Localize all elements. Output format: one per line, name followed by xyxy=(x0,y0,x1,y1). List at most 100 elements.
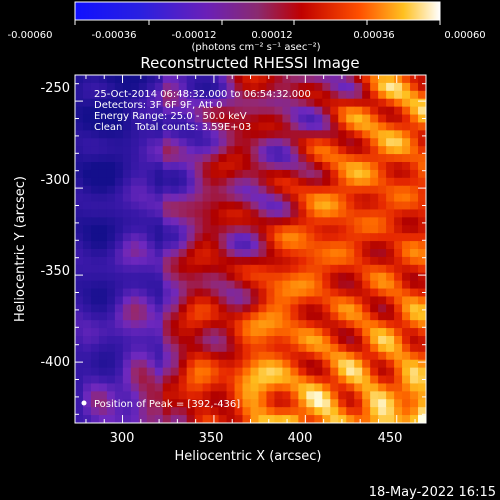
heatmap-cell xyxy=(242,359,252,369)
heatmap-cell xyxy=(75,249,84,258)
heatmap-cell xyxy=(274,75,284,84)
heatmap-cell xyxy=(202,138,212,147)
heatmap-cell xyxy=(90,288,100,298)
heatmap-cell xyxy=(338,162,347,171)
heatmap-cell xyxy=(194,106,204,116)
heatmap-cell xyxy=(354,162,363,171)
heatmap-cell xyxy=(306,288,315,298)
heatmap-cell xyxy=(202,249,212,258)
heatmap-cell xyxy=(130,351,140,361)
heatmap-cell xyxy=(338,209,347,218)
heatmap-cell xyxy=(394,90,403,100)
heatmap-cell xyxy=(114,351,124,361)
heatmap-cell xyxy=(226,312,236,321)
heatmap-cell xyxy=(218,154,228,163)
heatmap-cell xyxy=(178,225,188,234)
heatmap-cell xyxy=(146,359,156,369)
heatmap-cell xyxy=(314,241,323,250)
heatmap-cell xyxy=(146,407,156,416)
heatmap-cell xyxy=(186,154,196,163)
heatmap-cell xyxy=(130,336,140,345)
heatmap-cell xyxy=(106,138,116,147)
heatmap-cell xyxy=(354,351,363,361)
heatmap-cell xyxy=(106,383,116,392)
heatmap-cell xyxy=(338,201,347,211)
heatmap-cell xyxy=(98,146,108,155)
heatmap-cell xyxy=(194,90,204,100)
heatmap-cell xyxy=(162,359,172,369)
heatmap-cell xyxy=(226,336,236,345)
heatmap-cell xyxy=(162,193,172,203)
heatmap-cell xyxy=(154,233,164,242)
heatmap-cell xyxy=(290,138,299,147)
heatmap-cell xyxy=(370,209,379,218)
heatmap-cell xyxy=(242,256,252,266)
heatmap-cell xyxy=(106,75,116,84)
heatmap-cell xyxy=(290,328,299,337)
heatmap-cell xyxy=(162,367,172,377)
heatmap-cell xyxy=(282,351,291,361)
heatmap-cell xyxy=(186,296,196,305)
heatmap-cell xyxy=(250,407,260,416)
heatmap-cell xyxy=(210,288,220,298)
heatmap-cell xyxy=(162,249,172,258)
heatmap-cell xyxy=(186,130,196,139)
heatmap-cell xyxy=(322,415,331,423)
heatmap-cell xyxy=(306,296,315,305)
heatmap-cell xyxy=(290,415,299,423)
heatmap-cell xyxy=(170,415,180,423)
heatmap-cell xyxy=(98,343,108,353)
heatmap-cell xyxy=(298,320,307,329)
heatmap-cell xyxy=(114,280,124,290)
heatmap-cell xyxy=(194,375,204,385)
x-tick-300: 300 xyxy=(110,431,135,446)
heatmap-cell xyxy=(130,304,140,313)
heatmap-cell xyxy=(266,122,276,131)
annotation-time: 25-Oct-2014 06:48:32.000 to 06:54:32.000 xyxy=(94,89,311,100)
heatmap-cell xyxy=(98,272,108,282)
heatmap-cell xyxy=(362,415,371,423)
heatmap-cell xyxy=(306,249,315,258)
heatmap-cell xyxy=(162,138,172,147)
heatmap-cell xyxy=(410,106,419,116)
heatmap-cell xyxy=(290,343,299,353)
heatmap-cell xyxy=(114,391,124,400)
heatmap-cell xyxy=(138,399,148,408)
heatmap-cell xyxy=(170,169,180,179)
heatmap-cell xyxy=(218,304,228,313)
heatmap-cell xyxy=(226,130,236,139)
heatmap-cell xyxy=(218,98,228,108)
heatmap-cell xyxy=(154,288,164,298)
heatmap-cell xyxy=(330,264,339,274)
heatmap-cell xyxy=(402,177,411,187)
heatmap-cell xyxy=(146,399,156,408)
heatmap-cell xyxy=(186,82,196,92)
heatmap-cell xyxy=(330,359,339,369)
heatmap-cell xyxy=(250,154,260,163)
heatmap-cell xyxy=(162,169,172,179)
heatmap-cell xyxy=(186,264,196,274)
heatmap-cell xyxy=(98,138,108,147)
heatmap-cell xyxy=(386,383,395,392)
heatmap-cell xyxy=(186,312,196,321)
heatmap-cell xyxy=(386,288,395,298)
heatmap-cell xyxy=(250,343,260,353)
heatmap-cell xyxy=(218,264,228,274)
heatmap-cell xyxy=(226,122,236,131)
heatmap-cell xyxy=(154,217,164,226)
heatmap-cell xyxy=(378,320,387,329)
heatmap-cell xyxy=(306,98,315,108)
heatmap-cell xyxy=(90,256,100,266)
heatmap-cell xyxy=(194,217,204,226)
heatmap-cell xyxy=(75,98,84,108)
heatmap-cell xyxy=(130,280,140,290)
heatmap-cell xyxy=(362,280,371,290)
heatmap-cell xyxy=(274,177,284,187)
heatmap-cell xyxy=(362,154,371,163)
heatmap-cell xyxy=(298,209,307,218)
heatmap-cell xyxy=(410,351,419,361)
heatmap-cell xyxy=(306,177,315,187)
heatmap-cell xyxy=(106,415,116,423)
heatmap-cell xyxy=(314,399,323,408)
heatmap-cell xyxy=(274,375,284,385)
